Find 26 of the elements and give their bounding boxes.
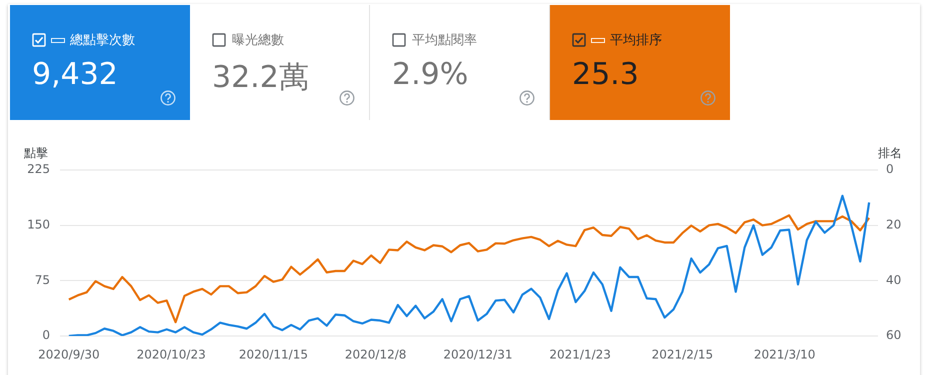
- x-tick-label: 2021/2/15: [652, 347, 714, 362]
- y2-tick-label: 20: [886, 217, 902, 232]
- y-tick-label: 75: [34, 272, 50, 287]
- y2-axis-title: 排名: [878, 146, 902, 160]
- x-tick-label: 2020/12/31: [443, 347, 512, 362]
- x-tick-label: 2020/12/8: [344, 347, 406, 362]
- text: 平均點閱率: [412, 32, 477, 49]
- y2-tick-label: 60: [886, 328, 902, 342]
- x-tick-label: 2021/3/10: [754, 347, 816, 362]
- x-tick-label: 2020/10/23: [136, 347, 206, 362]
- y-tick-label: 0: [42, 328, 50, 342]
- y-tick-label: 225: [27, 162, 50, 176]
- text: 曝光總數: [232, 32, 284, 49]
- legend-label: 總點擊次數: [70, 32, 135, 49]
- y-tick-label: 150: [27, 217, 50, 232]
- x-tick-label: 2020/11/15: [238, 347, 308, 362]
- text: 32.2萬: [212, 59, 310, 97]
- y-axis-title: 點擊: [23, 146, 48, 160]
- text: 25.3: [572, 57, 640, 92]
- y2-tick-label: 40: [886, 272, 902, 287]
- x-tick-label: 2021/1/23: [549, 347, 611, 362]
- text: 2.9%: [392, 57, 470, 92]
- x-tick-label: 2020/9/30: [38, 347, 100, 362]
- text: 9,432: [32, 57, 119, 92]
- legend-label: 平均排序: [610, 32, 662, 49]
- y2-tick-label: 0: [886, 162, 894, 176]
